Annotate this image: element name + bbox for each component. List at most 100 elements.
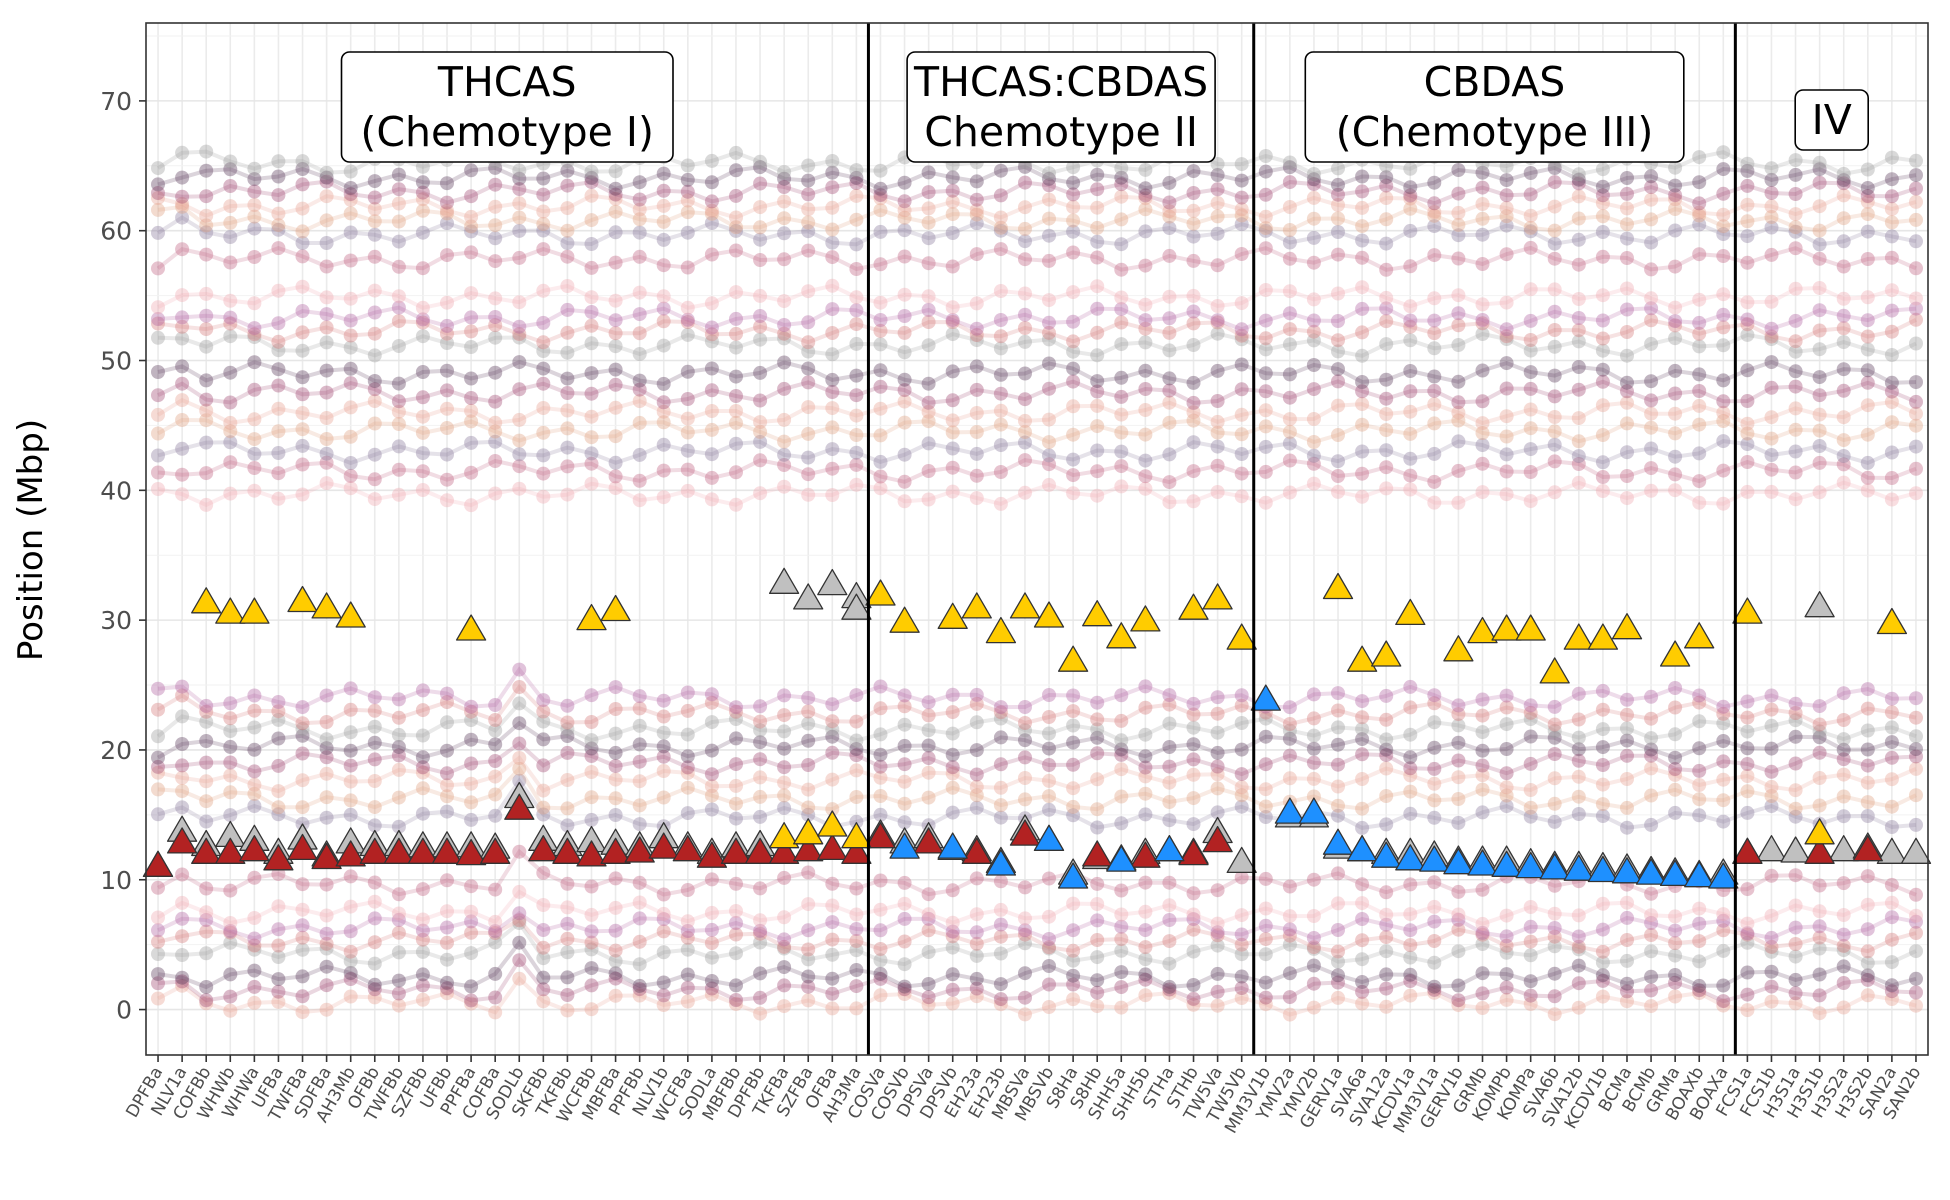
track-point: [367, 977, 382, 992]
track-point: [1909, 729, 1923, 744]
track-point: [1066, 452, 1081, 467]
track-point: [1547, 771, 1562, 786]
track-point: [1884, 303, 1899, 318]
track-point: [440, 363, 454, 378]
track-point: [319, 688, 334, 703]
track-point: [1042, 211, 1056, 226]
track-point: [1836, 449, 1851, 463]
track-point: [1668, 989, 1683, 1004]
track-point: [1090, 985, 1105, 1000]
track-point: [560, 459, 575, 474]
track-point: [1523, 187, 1538, 202]
series-marker: [768, 822, 800, 849]
track-point: [1836, 943, 1851, 958]
track-point: [199, 435, 214, 450]
track-point: [464, 812, 479, 827]
track-point: [1788, 996, 1803, 1011]
track-point: [1620, 820, 1634, 835]
track-point: [536, 425, 551, 440]
track-point: [1258, 757, 1273, 772]
track-point: [343, 456, 358, 470]
track-point: [1836, 752, 1851, 767]
track-point: [175, 288, 190, 303]
track-point: [729, 704, 743, 719]
track-point: [729, 916, 743, 930]
track-point: [993, 284, 1008, 298]
track-point: [1258, 464, 1273, 479]
track-point: [247, 461, 262, 475]
track-point: [1860, 470, 1875, 485]
track-point: [151, 365, 165, 379]
track-point: [1403, 364, 1418, 378]
track-point: [415, 225, 430, 240]
track-point: [343, 187, 358, 202]
track-point: [704, 492, 719, 507]
track-point: [1355, 975, 1370, 989]
track-point: [1499, 332, 1514, 346]
track-point: [1427, 397, 1442, 412]
track-point: [1764, 294, 1779, 309]
track-point: [680, 924, 695, 938]
track-point: [1331, 211, 1345, 226]
track-point: [656, 232, 671, 247]
track-point: [223, 924, 238, 938]
track-point: [873, 988, 888, 1003]
track-point: [343, 966, 358, 980]
track-point: [1355, 996, 1370, 1011]
series-marker: [576, 840, 607, 867]
track-point: [1138, 258, 1153, 273]
track-point: [656, 301, 671, 316]
track-point: [1234, 981, 1249, 996]
track-point: [1066, 735, 1081, 750]
track-point: [1740, 163, 1755, 178]
track-point: [1884, 395, 1899, 409]
track-point: [608, 429, 623, 444]
track-point: [849, 290, 864, 305]
series-marker: [1756, 835, 1787, 862]
track-point: [151, 300, 165, 315]
track-point: [440, 778, 454, 793]
track-point: [632, 718, 647, 733]
track-point: [1258, 187, 1273, 202]
track-point: [1162, 956, 1177, 971]
track-point: [271, 241, 286, 256]
track-point: [1282, 723, 1297, 738]
track-point: [1018, 413, 1032, 428]
track-point: [1114, 733, 1129, 748]
track-point: [1668, 483, 1683, 498]
track-point: [1258, 223, 1273, 238]
track-point: [440, 904, 454, 919]
track-point: [247, 432, 262, 447]
track-point: [873, 295, 888, 310]
track-point: [753, 926, 768, 941]
track-point: [1379, 817, 1394, 832]
track-point: [801, 487, 816, 502]
track-point: [945, 425, 960, 440]
track-point: [801, 335, 816, 350]
track-point: [151, 782, 165, 797]
track-point: [801, 344, 816, 359]
series-marker: [1804, 837, 1835, 864]
track-point: [343, 869, 358, 884]
track-point: [367, 374, 382, 388]
track-point: [1812, 323, 1827, 338]
track-point: [1716, 394, 1731, 409]
track-point: [1884, 375, 1899, 390]
track-point: [1186, 767, 1201, 782]
track-point: [777, 910, 792, 925]
track-point: [464, 224, 479, 239]
track-point: [1234, 202, 1249, 217]
series-marker: [1659, 859, 1691, 887]
track-point: [1066, 399, 1081, 414]
track-point: [1668, 782, 1683, 797]
track-point: [945, 207, 960, 222]
track-point: [1018, 485, 1032, 500]
track-point: [415, 192, 430, 207]
track-point: [1547, 236, 1562, 251]
track-point: [1114, 459, 1129, 474]
track-point: [343, 253, 358, 268]
track-point: [945, 170, 960, 185]
track-point: [1788, 756, 1803, 771]
track-point: [729, 326, 743, 341]
track-point: [1114, 883, 1129, 898]
